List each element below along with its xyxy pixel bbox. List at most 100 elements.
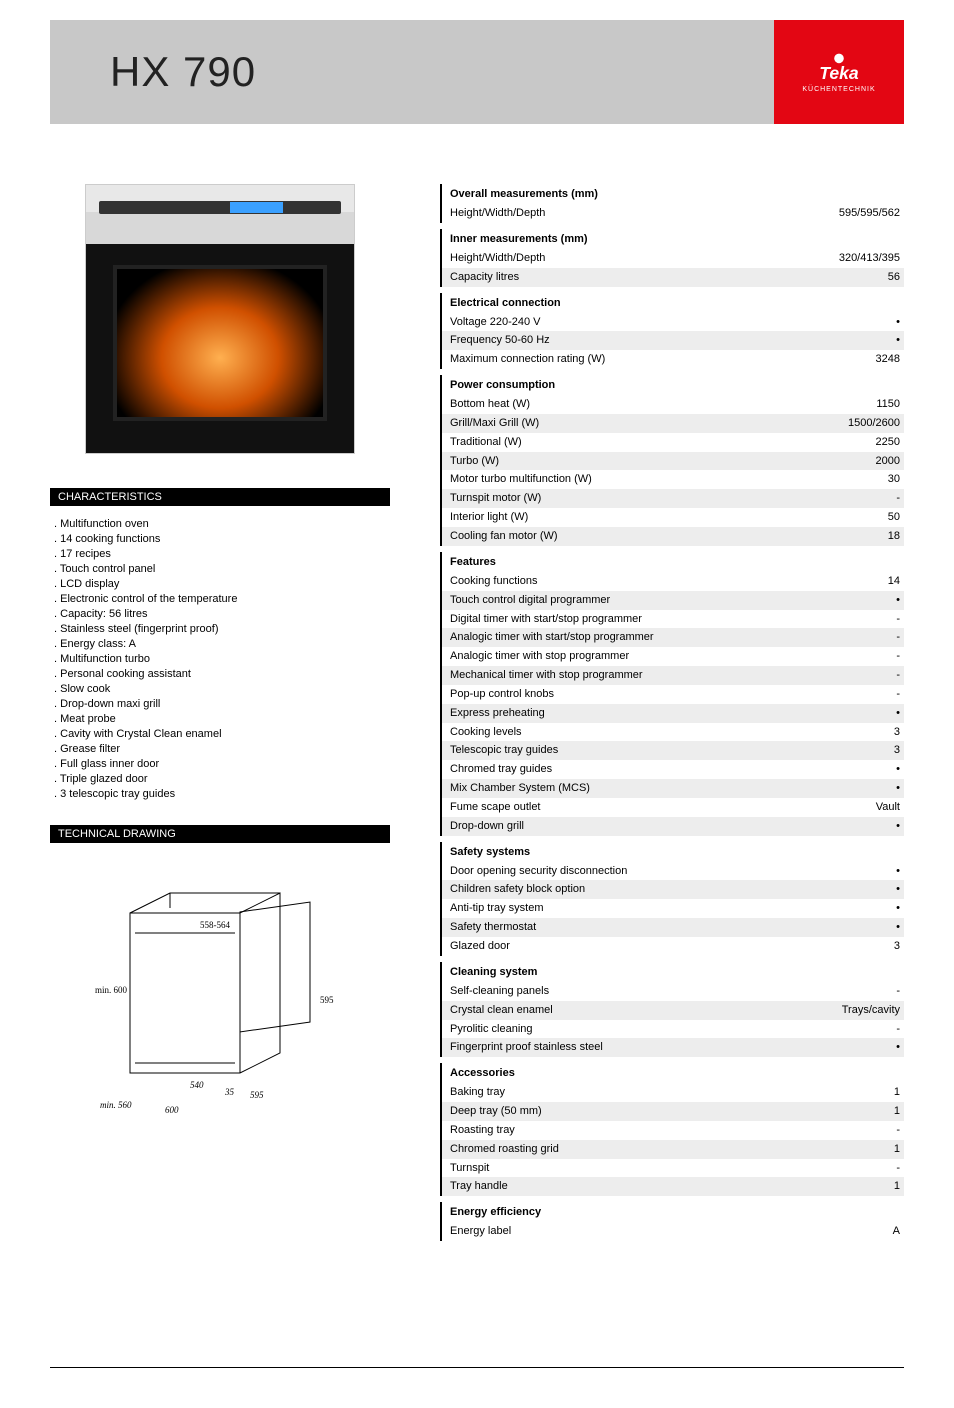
spec-row: Motor turbo multifunction (W)30 bbox=[442, 470, 904, 489]
spec-label: Deep tray (50 mm) bbox=[450, 1104, 542, 1119]
product-title: HX 790 bbox=[110, 48, 256, 96]
spec-value: • bbox=[886, 901, 900, 916]
spec-row: Touch control digital programmer• bbox=[442, 591, 904, 610]
spec-label: Height/Width/Depth bbox=[450, 251, 545, 266]
footer-divider bbox=[50, 1367, 904, 1368]
characteristic-item: 14 cooking functions bbox=[54, 531, 390, 546]
spec-label: Chromed roasting grid bbox=[450, 1142, 559, 1157]
spec-label: Fingerprint proof stainless steel bbox=[450, 1040, 603, 1055]
characteristics-header: CHARACTERISTICS bbox=[50, 488, 390, 506]
spec-row: Pop-up control knobs - bbox=[442, 685, 904, 704]
spec-group-title: Electrical connection bbox=[442, 293, 904, 313]
spec-row: Turnspit motor (W) - bbox=[442, 489, 904, 508]
spec-value: • bbox=[886, 882, 900, 897]
spec-row: Roasting tray- bbox=[442, 1121, 904, 1140]
characteristic-item: 3 telescopic tray guides bbox=[54, 786, 390, 801]
characteristics-list: Multifunction oven14 cooking functions17… bbox=[50, 516, 390, 821]
spec-value: - bbox=[886, 1022, 900, 1037]
left-column: CHARACTERISTICS Multifunction oven14 coo… bbox=[50, 184, 390, 1247]
spec-label: Digital timer with start/stop programmer bbox=[450, 612, 642, 627]
spec-rows: Height/Width/Depth320/413/395Capacity li… bbox=[442, 249, 904, 287]
spec-group: Electrical connectionVoltage 220-240 V•F… bbox=[440, 293, 904, 370]
spec-label: Express preheating bbox=[450, 706, 545, 721]
spec-label: Analogic timer with start/stop programme… bbox=[450, 630, 654, 645]
content-columns: CHARACTERISTICS Multifunction oven14 coo… bbox=[50, 184, 904, 1247]
product-image-display bbox=[230, 202, 283, 213]
spec-label: Analogic timer with stop programmer bbox=[450, 649, 629, 664]
spec-label: Safety thermostat bbox=[450, 920, 536, 935]
spec-value: • bbox=[886, 1040, 900, 1055]
spec-label: Cooling fan motor (W) bbox=[450, 529, 558, 544]
spec-label: Turbo (W) bbox=[450, 454, 499, 469]
product-image-panel bbox=[99, 201, 340, 214]
drawing-dim-top: 558-564 bbox=[200, 920, 230, 930]
spec-rows: Door opening security disconnection•Chil… bbox=[442, 862, 904, 956]
spec-value: 30 bbox=[878, 472, 900, 487]
spec-row: Safety thermostat• bbox=[442, 918, 904, 937]
spec-group: Energy efficiencyEnergy labelA bbox=[440, 1202, 904, 1241]
characteristic-item: Touch control panel bbox=[54, 561, 390, 576]
spec-label: Pop-up control knobs bbox=[450, 687, 554, 702]
spec-value: - bbox=[886, 668, 900, 683]
technical-drawing-svg: 558-564 min. 600 595 min. 560 600 540 35… bbox=[90, 873, 350, 1133]
characteristic-item: Energy class: A bbox=[54, 636, 390, 651]
spec-label: Traditional (W) bbox=[450, 435, 522, 450]
spec-row: Express preheating • bbox=[442, 704, 904, 723]
characteristic-item: Multifunction oven bbox=[54, 516, 390, 531]
spec-value: - bbox=[886, 649, 900, 664]
spec-group-title: Inner measurements (mm) bbox=[442, 229, 904, 249]
spec-label: Frequency 50-60 Hz bbox=[450, 333, 550, 348]
spec-value: • bbox=[886, 819, 900, 834]
spec-group: AccessoriesBaking tray1 Deep tray (50 mm)… bbox=[440, 1063, 904, 1196]
spec-label: Interior light (W) bbox=[450, 510, 528, 525]
spec-value: 2250 bbox=[866, 435, 900, 450]
spec-value: • bbox=[886, 781, 900, 796]
spec-value: 3 bbox=[884, 743, 900, 758]
spec-value: • bbox=[886, 706, 900, 721]
spec-label: Chromed tray guides bbox=[450, 762, 552, 777]
spec-label: Turnspit motor (W) bbox=[450, 491, 541, 506]
spec-row: Traditional (W) 2250 bbox=[442, 433, 904, 452]
spec-value: - bbox=[886, 491, 900, 506]
spec-row: Capacity litres56 bbox=[442, 268, 904, 287]
spec-label: Children safety block option bbox=[450, 882, 585, 897]
spec-group-title: Overall measurements (mm) bbox=[442, 184, 904, 204]
spec-row: Drop-down grill• bbox=[442, 817, 904, 836]
spec-label: Glazed door bbox=[450, 939, 510, 954]
spec-value: 14 bbox=[878, 574, 900, 589]
spec-value: 18 bbox=[878, 529, 900, 544]
spec-row: Mix Chamber System (MCS)• bbox=[442, 779, 904, 798]
spec-value: 3 bbox=[884, 939, 900, 954]
characteristic-item: Multifunction turbo bbox=[54, 651, 390, 666]
spec-value: - bbox=[886, 1123, 900, 1138]
characteristic-item: Cavity with Crystal Clean enamel bbox=[54, 726, 390, 741]
spec-row: Self-cleaning panels- bbox=[442, 982, 904, 1001]
spec-row: Digital timer with start/stop programmer… bbox=[442, 610, 904, 629]
drawing-dim-depth2: 35 bbox=[224, 1087, 235, 1097]
spec-group: FeaturesCooking functions14Touch control… bbox=[440, 552, 904, 836]
spec-row: Voltage 220-240 V• bbox=[442, 313, 904, 332]
spec-value: - bbox=[886, 687, 900, 702]
spec-rows: Cooking functions 14 Touch control digital… bbox=[442, 572, 904, 836]
product-image-wrap bbox=[50, 184, 390, 484]
spec-value: - bbox=[886, 630, 900, 645]
spec-value: 1 bbox=[884, 1142, 900, 1157]
characteristic-item: 17 recipes bbox=[54, 546, 390, 561]
spec-label: Fume scape outlet bbox=[450, 800, 541, 815]
spec-label: Cooking functions bbox=[450, 574, 537, 589]
spec-label: Grill/Maxi Grill (W) bbox=[450, 416, 539, 431]
spec-row: Chromed tray guides• bbox=[442, 760, 904, 779]
spec-row: Analogic timer with start/stop programme… bbox=[442, 628, 904, 647]
spec-label: Crystal clean enamel bbox=[450, 1003, 553, 1018]
spec-label: Capacity litres bbox=[450, 270, 519, 285]
spec-group: Cleaning systemSelf-cleaning panels-Crys… bbox=[440, 962, 904, 1057]
spec-label: Energy label bbox=[450, 1224, 511, 1239]
spec-value: - bbox=[886, 1161, 900, 1176]
spec-rows: Voltage 220-240 V•Frequency 50-60 Hz•Max… bbox=[442, 313, 904, 370]
spec-row: Grill/Maxi Grill (W)1500/2600 bbox=[442, 414, 904, 433]
spec-row: Baking tray1 bbox=[442, 1083, 904, 1102]
characteristic-item: Grease filter bbox=[54, 741, 390, 756]
teka-logo-icon: Teka bbox=[799, 52, 879, 84]
spec-group-title: Accessories bbox=[442, 1063, 904, 1083]
spec-value: 3248 bbox=[866, 352, 900, 367]
